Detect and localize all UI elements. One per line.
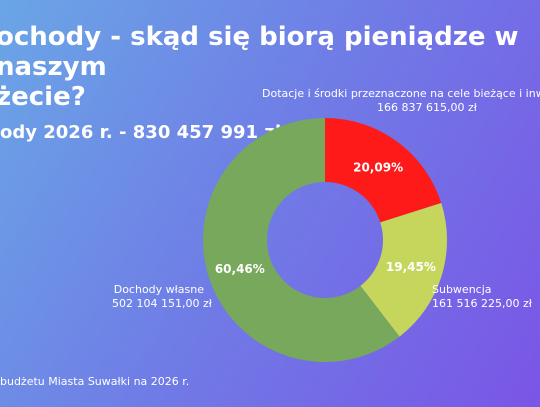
donut-slice-1 bbox=[360, 202, 448, 337]
total-income-label: ody 2026 r. - 830 457 991 zł bbox=[0, 122, 282, 143]
slice-percent-label: 20,09% bbox=[353, 160, 403, 174]
footer-source: budżetu Miasta Suwałki na 2026 r. bbox=[0, 375, 190, 388]
slice-amount: 502 104 151,00 zł bbox=[112, 297, 212, 310]
donut-slice-0 bbox=[325, 118, 442, 223]
donut-slice-2 bbox=[202, 118, 400, 362]
slice-name: Dochody własne bbox=[113, 283, 204, 296]
slice-name: Dotacje i środki przeznaczone na cele bi… bbox=[262, 87, 540, 100]
slice-percent-label: 60,46% bbox=[215, 262, 265, 276]
slice-percent-label: 19,45% bbox=[386, 260, 436, 274]
page-title: ochody - skąd się biorą pieniądze w nasz… bbox=[0, 22, 519, 112]
slice-amount: 166 837 615,00 zł bbox=[377, 101, 477, 114]
legend-label-dotacje: Dotacje i środki przeznaczone na cele bi… bbox=[262, 87, 540, 115]
legend-label-subwencja: Subwencja 161 516 225,00 zł bbox=[432, 283, 532, 311]
slice-name: Subwencja bbox=[432, 283, 492, 296]
legend-label-dochody-wlasne: Dochody własne 502 104 151,00 zł bbox=[112, 283, 212, 311]
slice-amount: 161 516 225,00 zł bbox=[432, 297, 532, 310]
